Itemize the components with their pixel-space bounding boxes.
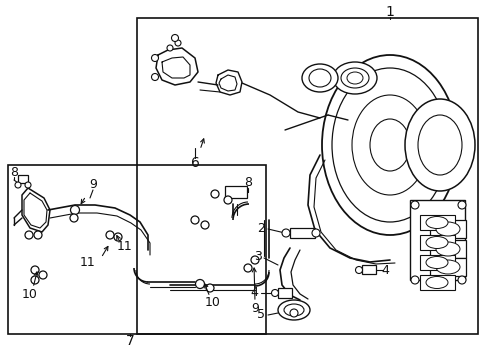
Circle shape [411, 201, 419, 209]
Circle shape [312, 229, 320, 237]
Ellipse shape [309, 69, 331, 87]
Text: 3: 3 [254, 249, 262, 262]
Circle shape [167, 45, 173, 51]
Ellipse shape [347, 72, 363, 84]
Bar [420, 235, 455, 250]
Ellipse shape [426, 276, 448, 288]
Text: 9: 9 [251, 302, 259, 315]
Circle shape [70, 214, 78, 222]
Circle shape [458, 276, 466, 284]
Circle shape [172, 35, 178, 41]
Ellipse shape [302, 64, 338, 92]
Circle shape [114, 233, 122, 241]
Ellipse shape [341, 68, 369, 88]
Circle shape [151, 73, 158, 81]
Circle shape [106, 231, 114, 239]
Text: 6: 6 [191, 156, 199, 170]
Ellipse shape [418, 115, 462, 175]
Circle shape [224, 196, 232, 204]
Text: 11: 11 [117, 239, 133, 252]
Circle shape [196, 279, 204, 288]
Circle shape [251, 256, 259, 264]
Ellipse shape [436, 242, 460, 256]
Circle shape [211, 190, 219, 198]
Ellipse shape [436, 222, 460, 236]
Ellipse shape [332, 68, 448, 222]
Ellipse shape [352, 95, 428, 195]
Circle shape [25, 231, 33, 239]
Text: 4: 4 [250, 287, 258, 300]
Bar [278, 288, 292, 298]
Circle shape [201, 221, 209, 229]
Bar [420, 255, 455, 270]
Text: 10: 10 [205, 296, 221, 309]
Bar [430, 220, 466, 238]
Ellipse shape [436, 260, 460, 274]
Circle shape [31, 266, 39, 274]
Bar [362, 265, 376, 274]
Circle shape [175, 40, 181, 46]
Bar [430, 258, 466, 276]
Ellipse shape [426, 216, 448, 229]
Circle shape [282, 229, 290, 237]
Bar [410, 200, 465, 280]
Circle shape [15, 182, 21, 188]
Text: 4: 4 [381, 264, 389, 276]
Ellipse shape [322, 55, 458, 235]
Circle shape [71, 206, 79, 215]
Ellipse shape [426, 237, 448, 248]
Ellipse shape [284, 304, 304, 316]
Bar [420, 215, 455, 230]
Ellipse shape [426, 256, 448, 269]
Text: 8: 8 [244, 176, 252, 189]
Circle shape [458, 201, 466, 209]
Bar [18, 175, 28, 183]
Text: 1: 1 [386, 5, 394, 19]
Circle shape [271, 289, 278, 297]
Circle shape [206, 284, 214, 292]
Text: 5: 5 [257, 309, 265, 321]
Text: 8: 8 [10, 166, 18, 179]
Ellipse shape [405, 99, 475, 191]
Text: 11: 11 [80, 256, 96, 269]
Bar [8, 165, 266, 334]
Text: 10: 10 [22, 288, 38, 302]
Bar [420, 275, 455, 290]
Text: 9: 9 [89, 179, 97, 192]
Circle shape [290, 309, 298, 317]
Text: 7: 7 [125, 334, 134, 348]
Circle shape [191, 216, 199, 224]
Bar [225, 186, 247, 198]
Text: 2: 2 [257, 222, 265, 235]
Circle shape [39, 271, 47, 279]
Circle shape [34, 231, 42, 239]
Circle shape [244, 264, 252, 272]
Bar [137, 18, 478, 334]
Circle shape [356, 266, 363, 274]
Bar [290, 228, 315, 238]
Bar [430, 240, 466, 258]
Ellipse shape [370, 119, 410, 171]
Circle shape [25, 182, 31, 188]
Circle shape [411, 276, 419, 284]
Circle shape [31, 276, 39, 284]
Circle shape [151, 54, 158, 62]
Ellipse shape [333, 62, 377, 94]
Ellipse shape [278, 300, 310, 320]
